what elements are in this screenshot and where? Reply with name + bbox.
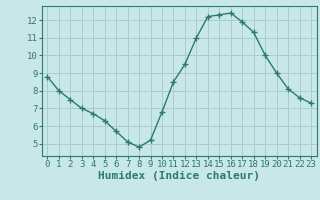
X-axis label: Humidex (Indice chaleur): Humidex (Indice chaleur) <box>98 171 260 181</box>
